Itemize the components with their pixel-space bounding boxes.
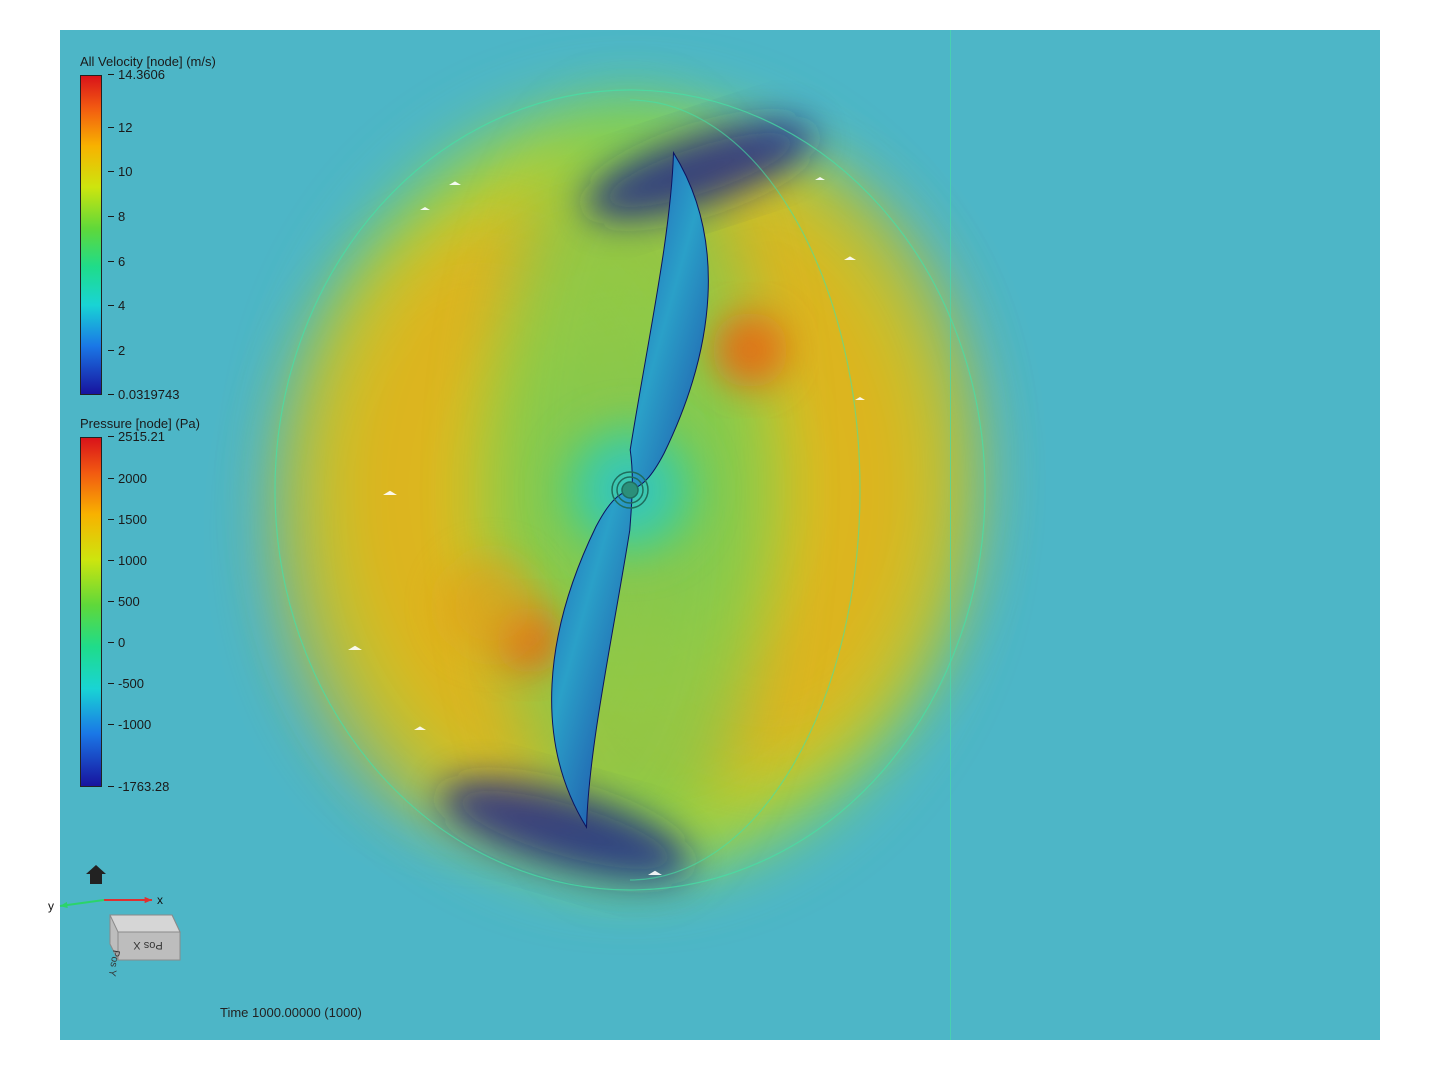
simulation-viewport[interactable]: All Velocity [node] (m/s)14.360612108642… bbox=[60, 30, 1380, 1040]
legend-tick: 1000 bbox=[108, 553, 147, 568]
legend-tick: 0.0319743 bbox=[108, 387, 179, 402]
time-readout: Time 1000.00000 (1000) bbox=[220, 1005, 362, 1020]
legend-tick: -500 bbox=[108, 676, 144, 691]
axis-label: y bbox=[48, 899, 54, 913]
legend-colorbar bbox=[80, 75, 102, 395]
legend-tick: 1500 bbox=[108, 512, 147, 527]
section-plane-line bbox=[950, 30, 951, 1040]
velocity-legend: All Velocity [node] (m/s)14.360612108642… bbox=[80, 54, 216, 395]
legend-tick: 6 bbox=[108, 254, 125, 269]
legend-tick: 0 bbox=[108, 635, 125, 650]
view-cube[interactable]: Pos X Pos Y bbox=[106, 915, 180, 977]
legend-tick: 8 bbox=[108, 209, 125, 224]
home-icon[interactable] bbox=[86, 865, 106, 884]
legend-tick: 12 bbox=[108, 120, 132, 135]
legend-colorbar bbox=[80, 437, 102, 787]
legend-tick: -1763.28 bbox=[108, 779, 169, 794]
legend-tick: 14.3606 bbox=[108, 67, 165, 82]
legend-tick: 2000 bbox=[108, 471, 147, 486]
cfd-field-plot bbox=[60, 30, 1380, 1040]
orientation-triad[interactable]: xy Pos X Pos Y bbox=[80, 860, 210, 970]
cube-face-label: Pos X bbox=[133, 939, 163, 951]
axis-label: x bbox=[157, 893, 163, 907]
legend-tick: 500 bbox=[108, 594, 140, 609]
legend-tick: 4 bbox=[108, 298, 125, 313]
pressure-legend: Pressure [node] (Pa)2515.212000150010005… bbox=[80, 416, 200, 787]
legend-tick: 2515.21 bbox=[108, 429, 165, 444]
legend-tick: 10 bbox=[108, 164, 132, 179]
legend-tick: -1000 bbox=[108, 717, 151, 732]
legend-tick: 2 bbox=[108, 343, 125, 358]
